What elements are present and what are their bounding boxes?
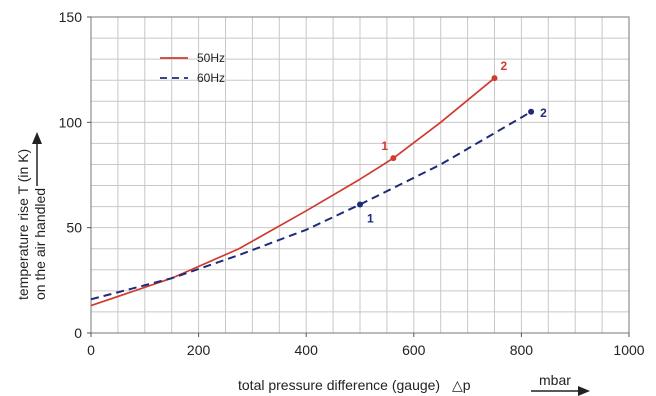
plot-frame (90, 16, 630, 334)
y-axis-arrow-head-icon (32, 132, 42, 144)
x-tick-label: 1000 (613, 342, 644, 358)
data-point-label: 2 (501, 59, 508, 73)
y-axis-ticks: 0 50 100 150 (59, 9, 91, 341)
x-axis-title-group: total pressure difference (gauge) △p mba… (238, 372, 590, 396)
data-point-marker (357, 201, 363, 208)
y-tick-label: 150 (59, 9, 83, 25)
x-tick-label: 0 (87, 342, 95, 358)
legend-label-60hz: 60Hz (197, 71, 225, 85)
x-axis-arrow-head-icon (578, 386, 590, 396)
x-tick-label: 800 (510, 342, 534, 358)
data-point-marker (390, 155, 397, 162)
data-point-label: 2 (540, 106, 547, 120)
annotation-points: 1 2 1 2 (357, 59, 547, 225)
legend: 50Hz 60Hz (160, 51, 225, 85)
data-point-label: 1 (381, 139, 388, 153)
grid (91, 17, 629, 333)
x-axis-title: total pressure difference (gauge) (238, 377, 440, 393)
data-point-label: 1 (367, 211, 374, 225)
x-tick-label: 200 (187, 342, 211, 358)
x-tick-label: 400 (295, 342, 319, 358)
x-axis-ticks: 0 200 400 600 800 1000 (87, 333, 645, 358)
data-point-marker (528, 108, 535, 115)
y-axis-title-line2: on the air handled (32, 188, 48, 300)
y-tick-label: 0 (74, 325, 82, 341)
y-axis-title-group: temperature rise T (in K) on the air han… (15, 132, 48, 300)
data-point-marker (491, 75, 498, 82)
y-tick-label: 100 (59, 114, 83, 130)
y-tick-label: 50 (66, 220, 82, 236)
x-tick-label: 600 (402, 342, 426, 358)
y-axis-title-line1: temperature rise T (in K) (15, 149, 31, 300)
x-axis-unit: mbar (539, 372, 571, 388)
series-line-60hz (90, 110, 532, 301)
series-line-50hz (90, 77, 496, 307)
series-lines (90, 77, 532, 307)
legend-label-50hz: 50Hz (197, 51, 225, 65)
x-axis-symbol: △p (452, 377, 471, 393)
